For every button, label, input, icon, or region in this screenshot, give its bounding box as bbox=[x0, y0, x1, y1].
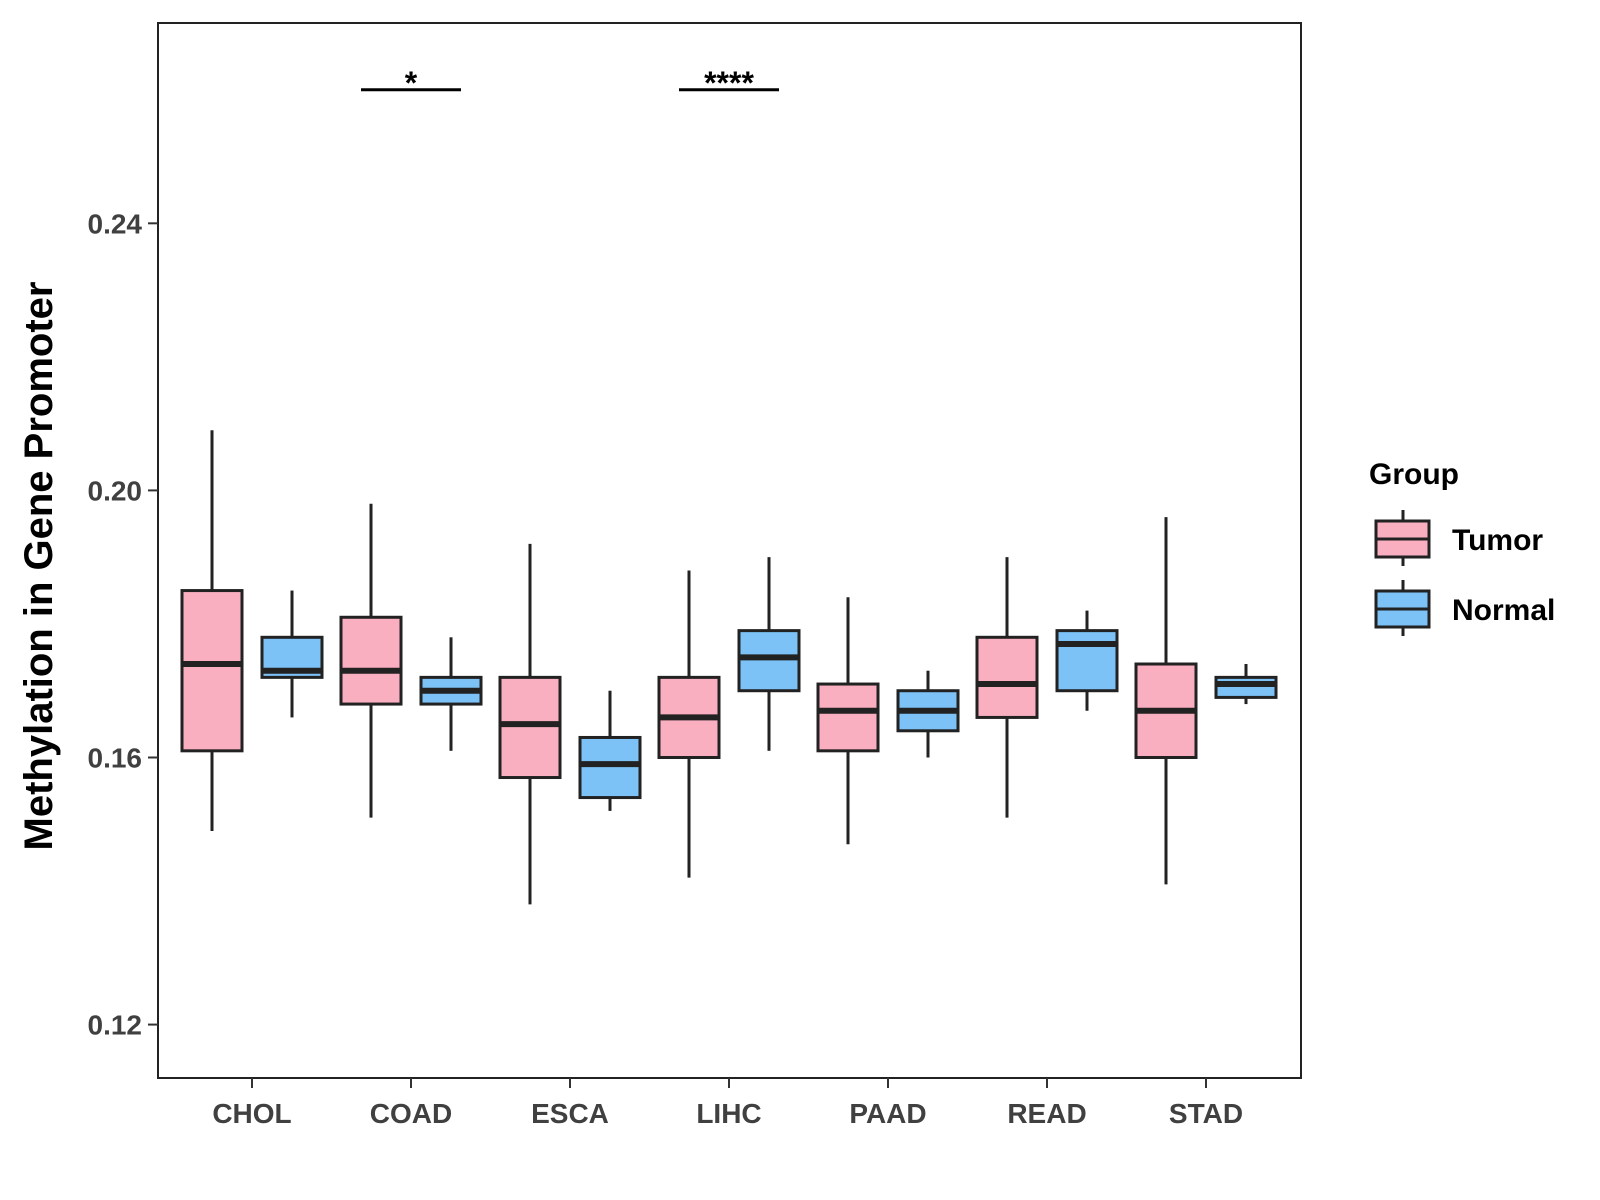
box-body bbox=[816, 682, 880, 753]
box-tumor-coad bbox=[339, 503, 403, 818]
box-tumor-paad bbox=[816, 597, 880, 845]
significance-label: **** bbox=[704, 65, 754, 101]
legend: Group Tumor Normal bbox=[1369, 458, 1555, 636]
significance-coad: * bbox=[361, 65, 461, 101]
x-tick-label: STAD bbox=[1169, 1098, 1243, 1129]
y-tick-label: 0.20 bbox=[88, 475, 143, 506]
x-tick-label: ESCA bbox=[531, 1098, 609, 1129]
box-tumor-esca bbox=[498, 543, 562, 905]
box-body bbox=[975, 635, 1039, 719]
legend-item-tumor: Tumor bbox=[1374, 510, 1543, 566]
significance-lihc: **** bbox=[679, 65, 779, 101]
box-normal-stad bbox=[1214, 664, 1278, 705]
y-tick-label: 0.12 bbox=[88, 1010, 143, 1041]
significance-annotations: * **** bbox=[361, 65, 779, 101]
x-tick-label: LIHC bbox=[696, 1098, 761, 1129]
box-tumor-chol bbox=[180, 430, 244, 831]
x-tick-label: PAAD bbox=[849, 1098, 926, 1129]
significance-label: * bbox=[405, 65, 418, 101]
box-body bbox=[578, 735, 642, 800]
box-body bbox=[339, 615, 403, 706]
y-axis-title: Methylation in Gene Promoter bbox=[17, 282, 61, 851]
box-normal-chol bbox=[260, 590, 324, 718]
legend-label-tumor: Tumor bbox=[1452, 524, 1543, 557]
box-body bbox=[1055, 629, 1119, 693]
box-body bbox=[180, 589, 244, 753]
legend-label-normal: Normal bbox=[1452, 594, 1555, 627]
box-normal-paad bbox=[896, 670, 960, 758]
box-normal-read bbox=[1055, 610, 1119, 711]
series-normal bbox=[260, 557, 1278, 811]
box-series bbox=[180, 430, 1278, 905]
box-normal-esca bbox=[578, 690, 642, 811]
x-tick-label: READ bbox=[1007, 1098, 1086, 1129]
box-tumor-lihc bbox=[657, 570, 721, 878]
legend-item-normal: Normal bbox=[1374, 580, 1555, 636]
box-tumor-stad bbox=[1134, 517, 1198, 885]
box-tumor-read bbox=[975, 557, 1039, 818]
box-normal-coad bbox=[419, 637, 483, 751]
y-tick-label: 0.24 bbox=[88, 208, 143, 239]
box-body bbox=[1214, 675, 1278, 699]
box-body bbox=[737, 629, 801, 693]
y-tick-label: 0.16 bbox=[88, 742, 143, 773]
y-axis: 0.12 0.16 0.20 0.24 bbox=[88, 208, 158, 1041]
series-tumor bbox=[180, 430, 1198, 905]
x-axis: CHOL COAD ESCA LIHC PAAD READ STAD bbox=[212, 1078, 1243, 1129]
legend-title: Group bbox=[1369, 458, 1459, 491]
box-body bbox=[498, 675, 562, 780]
box-normal-lihc bbox=[737, 557, 801, 751]
x-tick-label: COAD bbox=[370, 1098, 452, 1129]
x-tick-label: CHOL bbox=[212, 1098, 291, 1129]
